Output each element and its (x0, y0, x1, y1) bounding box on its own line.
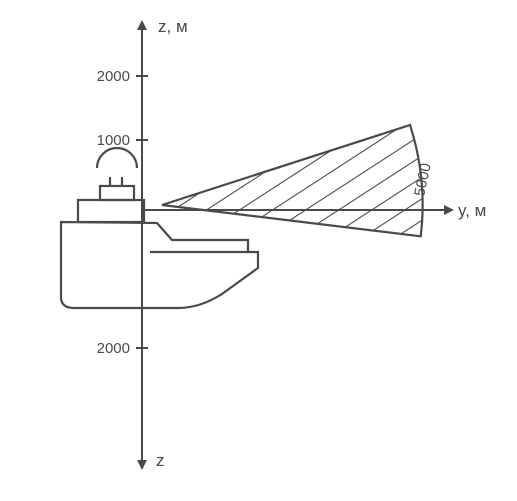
z-tick-label: 2000 (97, 68, 130, 85)
radar-beam (162, 125, 423, 236)
z-tick-label: 2000 (97, 340, 130, 357)
coverage-diagram: z, м y, м z 200010002000 5000 (0, 0, 517, 501)
z-ticks: 2000 1000 2000 (97, 68, 148, 357)
y-axis-label: y, м (458, 201, 486, 220)
ship-silhouette (61, 148, 258, 308)
z-axis-label: z, м (158, 17, 188, 36)
z-bottom-label: z (156, 451, 165, 470)
z-tick-label: 1000 (97, 132, 130, 149)
